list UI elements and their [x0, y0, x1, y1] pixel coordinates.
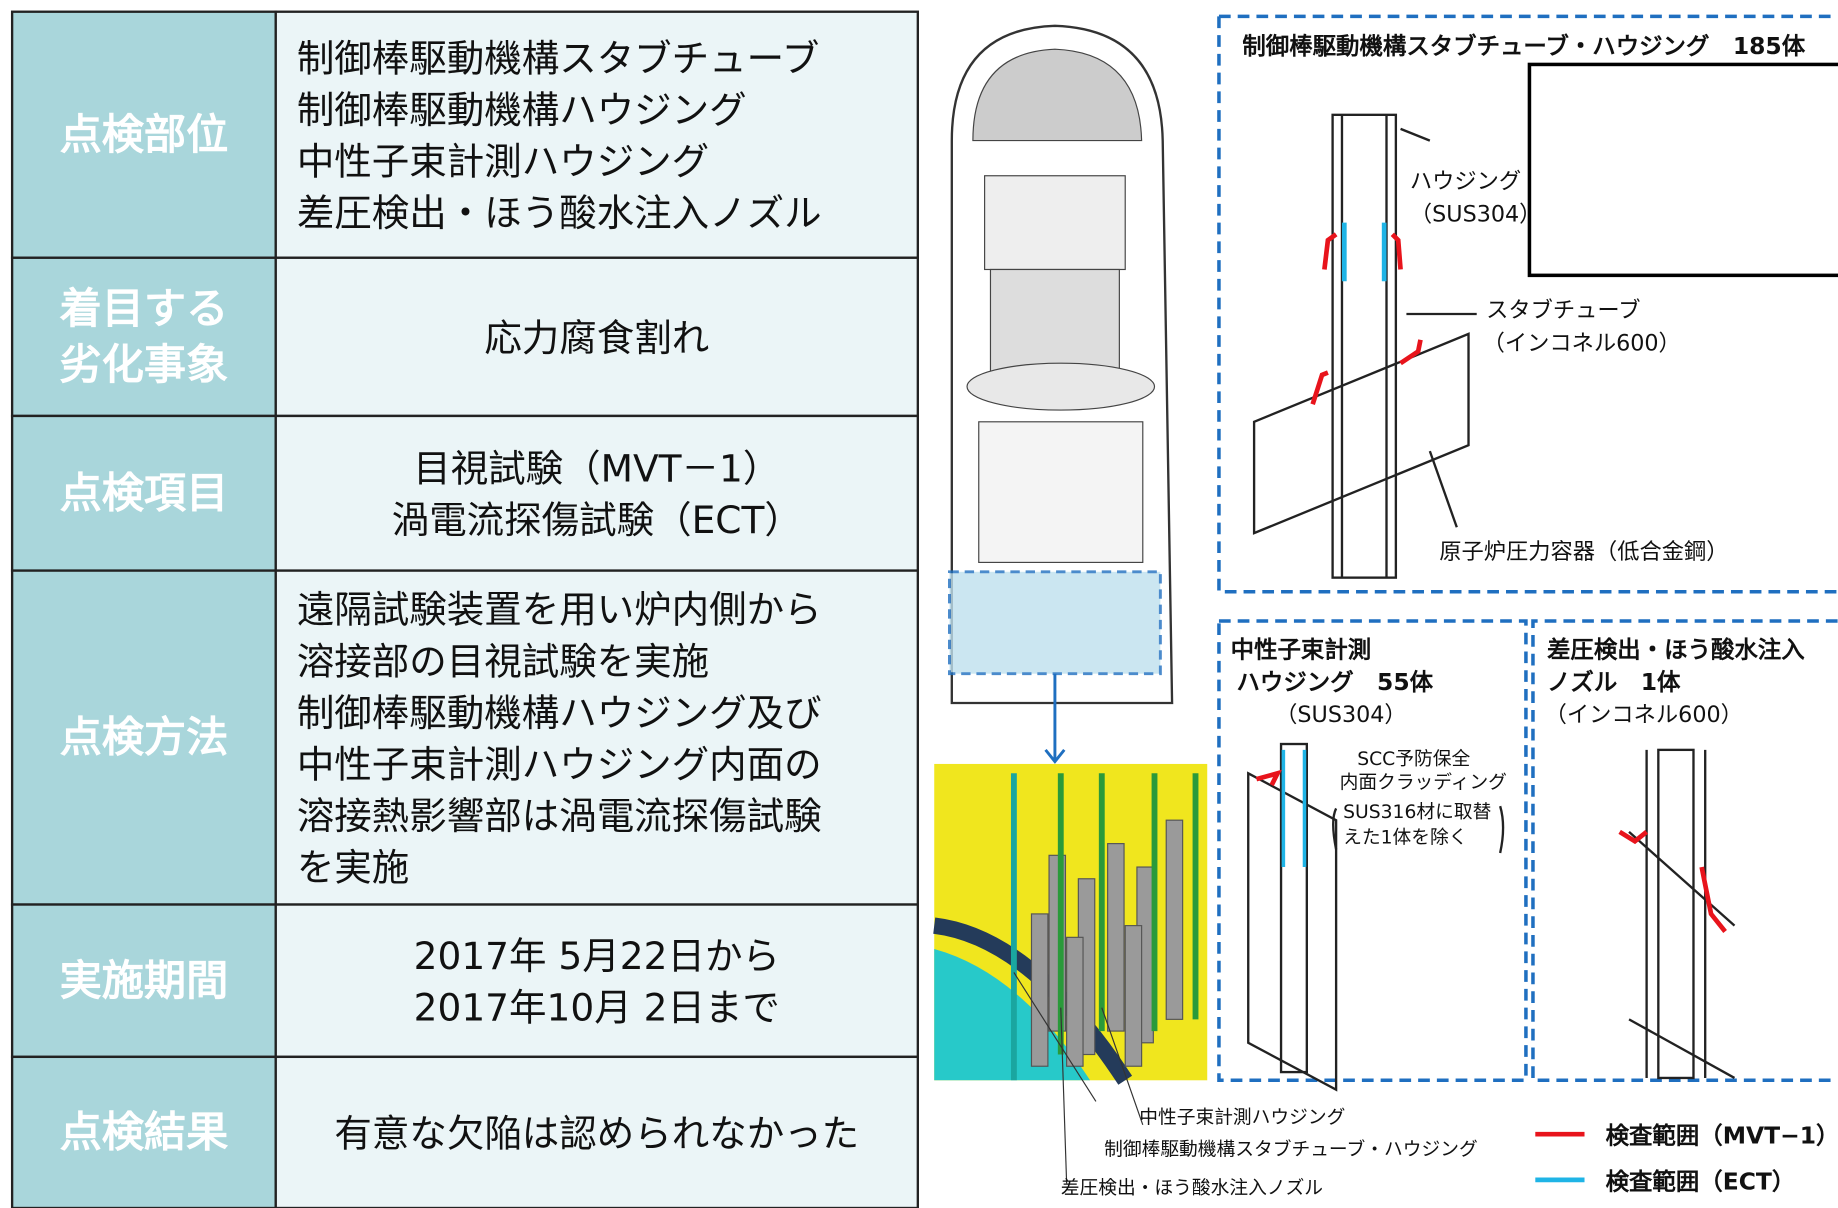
- diagram-label: 原子炉圧力容器（低合金鋼）: [1439, 539, 1728, 565]
- row-content: 中性子束計測ハウジング内面の: [297, 742, 822, 786]
- row-content: 渦電流探傷試験（ECT）: [392, 498, 802, 542]
- diagram-label: スタブチューブ: [1486, 298, 1640, 324]
- row-content: 制御棒駆動機構ハウジング: [297, 88, 747, 132]
- row-content: 2017年10月 2日まで: [414, 986, 780, 1030]
- diagram-label: SUS316材に取替: [1343, 802, 1491, 823]
- row-content: 制御棒駆動機構ハウジング及び: [297, 691, 822, 735]
- content-cell: [274, 903, 919, 1059]
- diagram-label: ハウジング 55体: [1237, 668, 1434, 696]
- diagram-label: ノズル 1体: [1547, 668, 1681, 696]
- row-label: 点検部位: [60, 110, 229, 159]
- diagram-label: （SUS304）: [1275, 702, 1407, 728]
- diagram-label: （SUS304）: [1410, 201, 1542, 227]
- row-label: 点検項目: [60, 468, 229, 517]
- illustration: [933, 14, 1838, 1184]
- row-content: 差圧検出・ほう酸水注入ノズル: [297, 191, 822, 235]
- label-cell: [10, 903, 277, 1059]
- row-content: 2017年 5月22日から: [414, 934, 780, 978]
- legend-label: 検査範囲（ECT）: [1606, 1167, 1796, 1195]
- row-label: 点検結果: [60, 1107, 229, 1156]
- diagram-label: 中性子束計測ハウジング: [1139, 1108, 1345, 1129]
- diagram-label: 制御棒駆動機構スタブチューブ・ハウジング: [1104, 1138, 1478, 1160]
- row-label: 着目する: [60, 284, 229, 333]
- legend-label: 検査範囲（MVT−1）: [1606, 1122, 1838, 1150]
- row-content: 有意な欠陥は認められなかった: [334, 1111, 859, 1155]
- diagram-label: えた1体を除く: [1343, 828, 1467, 849]
- row-label: 劣化事象: [60, 340, 229, 389]
- row-content: を実施: [297, 846, 409, 890]
- diagram-label: （インコネル600）: [1545, 702, 1743, 728]
- content-cell: [274, 569, 919, 906]
- row-label: 実施期間: [60, 956, 229, 1005]
- content-cell: [274, 414, 919, 572]
- diagram-label: SCC予防保全: [1357, 749, 1470, 770]
- diagram-label: 制御棒駆動機構スタブチューブ・ハウジング 185体: [1242, 32, 1805, 60]
- row-content: 遠隔試験装置を用い炉内側から: [297, 588, 822, 632]
- label-cell: [10, 569, 277, 906]
- row-content: 溶接部の目視試験を実施: [297, 639, 709, 683]
- label-cell: [10, 414, 277, 572]
- label-cell: [10, 256, 277, 418]
- diagram-label: （インコネル600）: [1483, 330, 1681, 356]
- content-cell: [274, 256, 919, 418]
- row-content: 目視試験（MVT－1）: [413, 447, 780, 491]
- row-content: 制御棒駆動機構スタブチューブ: [297, 36, 820, 80]
- row-content: 溶接熱影響部は渦電流探傷試験: [297, 794, 822, 838]
- diagram-label: ハウジング: [1410, 169, 1521, 195]
- row-label: 点検方法: [60, 713, 229, 762]
- diagram-label: 中性子束計測: [1231, 635, 1372, 663]
- label-cell: [10, 10, 277, 259]
- diagram-label: 差圧検出・ほう酸水注入: [1547, 635, 1805, 663]
- diagram-label: 差圧検出・ほう酸水注入ノズル: [1061, 1178, 1323, 1199]
- label-cell: [10, 1055, 277, 1208]
- content-cell: [274, 1055, 919, 1208]
- diagram-label: 内面クラッディング: [1340, 773, 1507, 794]
- row-content: 中性子束計測ハウジング: [297, 140, 709, 184]
- row-content: 応力腐食割れ: [484, 316, 709, 360]
